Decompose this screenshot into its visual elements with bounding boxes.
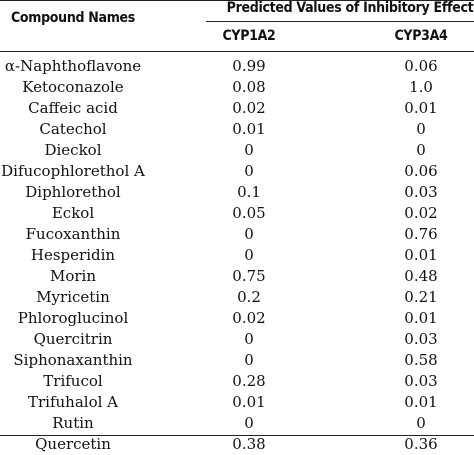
cyp3a4-value-cell: 0.58 [404, 351, 438, 369]
compound-name-cell: α-Naphthoflavone [4, 57, 142, 75]
cyp3a4-value-cell: 1.0 [409, 78, 433, 96]
cyp3a4-value-cell: 0.06 [404, 162, 438, 180]
compound-name-cell: Diphlorethol [25, 183, 121, 201]
table-row: Eckol 0.05 0.02 [0, 203, 474, 224]
cyp1a2-value-cell: 0.28 [232, 372, 266, 390]
table-body: α-Naphthoflavone 0.99 0.06 Ketoconazole 0.08… [0, 56, 474, 455]
table-row: α-Naphthoflavone 0.99 0.06 [0, 56, 474, 77]
cyp1a2-value-cell: 0 [244, 246, 254, 264]
cyp1a2-value-cell: 0 [244, 162, 254, 180]
cyp3a4-value-cell: 0.01 [404, 393, 438, 411]
cyp1a2-value-cell: 0 [244, 330, 254, 348]
table-row: Trifuhalol A 0.01 0.01 [0, 392, 474, 413]
compound-names-header: Compound Names [10, 10, 136, 26]
compound-name-cell: Hesperidin [30, 246, 116, 264]
cyp1a2-value-cell: 0 [244, 414, 254, 432]
cyp3a4-value-cell: 0.06 [404, 57, 438, 75]
cyp1a2-value-cell: 0.01 [232, 120, 266, 138]
cyp1a2-value-cell: 0 [244, 141, 254, 159]
table-row: Difucophlorethol A 0 0.06 [0, 161, 474, 182]
table-row: Siphonaxanthin 0 0.58 [0, 350, 474, 371]
compound-name-cell: Fucoxanthin [25, 225, 121, 243]
compound-name-cell: Catechol [39, 120, 107, 138]
table-row: Myricetin 0.2 0.21 [0, 287, 474, 308]
table-row: Diphlorethol 0.1 0.03 [0, 182, 474, 203]
cyp1a2-value-cell: 0.38 [232, 435, 266, 453]
cyp1a2-value-cell: 0 [244, 225, 254, 243]
table-row: Phloroglucinol 0.02 0.01 [0, 308, 474, 329]
table-row: Trifucol 0.28 0.03 [0, 371, 474, 392]
compound-name-cell: Quercitrin [33, 330, 113, 348]
cyp3a4-value-cell: 0.03 [404, 183, 438, 201]
compound-name-cell: Trifucol [43, 372, 103, 390]
compound-name-cell: Difucophlorethol A [1, 162, 145, 180]
table-row: Quercetin 0.38 0.36 [0, 434, 474, 455]
cyp1a2-value-cell: 0.99 [232, 57, 266, 75]
compound-name-cell: Rutin [52, 414, 94, 432]
compound-name-cell: Siphonaxanthin [13, 351, 133, 369]
compound-name-cell: Ketoconazole [22, 78, 124, 96]
table-row: Dieckol 0 0 [0, 140, 474, 161]
cyp1a2-value-cell: 0.02 [232, 309, 266, 327]
cyp3a4-value-cell: 0.03 [404, 330, 438, 348]
cyp1a2-value-cell: 0.2 [237, 288, 261, 306]
group-header-rule [206, 21, 474, 22]
cyp1a2-value-cell: 0.02 [232, 99, 266, 117]
cyp3a4-value-cell: 0.21 [404, 288, 438, 306]
cyp3a4-value-cell: 0.36 [404, 435, 438, 453]
cyp1a2-value-cell: 0 [244, 351, 254, 369]
table-row: Fucoxanthin 0 0.76 [0, 224, 474, 245]
cyp1a2-value-cell: 0.75 [232, 267, 266, 285]
header-rule [0, 51, 474, 52]
top-rule [0, 0, 474, 1]
cyp1a2-value-cell: 0.05 [232, 204, 266, 222]
cyp3a4-value-cell: 0.01 [404, 309, 438, 327]
cyp3a4-value-cell: 0 [416, 414, 426, 432]
cyp3a4-header: CYP3A4 [394, 28, 448, 44]
table-row: Hesperidin 0 0.01 [0, 245, 474, 266]
compound-name-cell: Myricetin [36, 288, 110, 306]
table-row: Quercitrin 0 0.03 [0, 329, 474, 350]
cyp3a4-value-cell: 0 [416, 141, 426, 159]
compound-name-cell: Caffeic acid [28, 99, 118, 117]
table-row: Ketoconazole 0.08 1.0 [0, 77, 474, 98]
cyp3a4-value-cell: 0.01 [404, 99, 438, 117]
table-row: Catechol 0.01 0 [0, 119, 474, 140]
cyp1a2-header: CYP1A2 [222, 28, 276, 44]
compound-name-cell: Phloroglucinol [17, 309, 129, 327]
cyp1a2-value-cell: 0.01 [232, 393, 266, 411]
cyp1a2-value-cell: 0.08 [232, 78, 266, 96]
compound-name-cell: Morin [49, 267, 97, 285]
cyp3a4-value-cell: 0.48 [404, 267, 438, 285]
compound-name-cell: Trifuhalol A [27, 393, 118, 411]
cyp3a4-value-cell: 0.03 [404, 372, 438, 390]
table-row: Rutin 0 0 [0, 413, 474, 434]
predicted-values-header: Predicted Values of Inhibitory Effect [226, 0, 474, 16]
compound-name-cell: Eckol [51, 204, 95, 222]
cyp3a4-value-cell: 0.76 [404, 225, 438, 243]
cyp3a4-value-cell: 0.01 [404, 246, 438, 264]
cyp3a4-value-cell: 0.02 [404, 204, 438, 222]
compound-name-cell: Quercetin [35, 435, 111, 453]
compound-name-cell: Dieckol [44, 141, 102, 159]
bottom-rule [0, 435, 474, 436]
table-row: Morin 0.75 0.48 [0, 266, 474, 287]
table-row: Caffeic acid 0.02 0.01 [0, 98, 474, 119]
cyp1a2-value-cell: 0.1 [237, 183, 261, 201]
cyp3a4-value-cell: 0 [416, 120, 426, 138]
